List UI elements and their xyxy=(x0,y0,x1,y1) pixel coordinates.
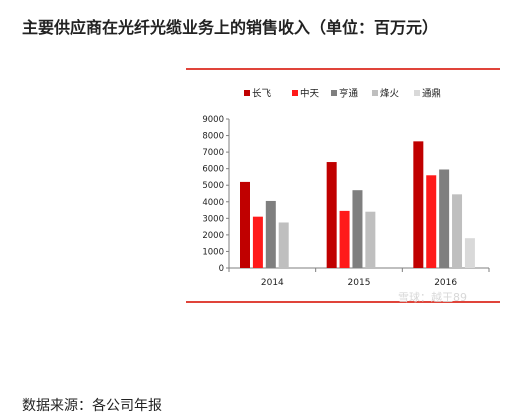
x-tick-label-2014: 2014 xyxy=(261,278,284,288)
bar-2014-中天 xyxy=(252,216,263,268)
x-axis: 2014 2015 2016 xyxy=(228,267,490,288)
legend-label-3: 亨通 xyxy=(339,88,359,100)
legend-label-2: 中天 xyxy=(300,88,320,100)
bar-2016-通鼎 xyxy=(464,238,475,268)
legend-swatch-3 xyxy=(331,90,337,96)
y-tick-label-5000: 5000 xyxy=(202,181,224,191)
legend-label-4: 烽火 xyxy=(380,88,400,100)
x-tick-label-2016: 2016 xyxy=(434,278,457,288)
legend-swatch-4 xyxy=(372,90,378,96)
bottom-rule xyxy=(186,301,500,303)
bar-chart: 长飞 中天 亨通 烽火 通鼎 0 1000 2000 3000 4000 5000 6000 7000… xyxy=(202,88,490,288)
bar-2016-亨通 xyxy=(439,169,450,268)
bar-2015-亨通 xyxy=(352,190,363,268)
bar-2016-中天 xyxy=(426,175,437,268)
source-note: 数据来源：各公司年报 xyxy=(22,398,162,414)
y-tick-label-2000: 2000 xyxy=(202,231,224,241)
top-rule xyxy=(186,68,500,70)
legend-label-1: 长飞 xyxy=(252,88,272,100)
y-tick-label-6000: 6000 xyxy=(202,165,224,175)
legend-swatch-5 xyxy=(414,90,420,96)
bar-2014-长飞 xyxy=(240,181,250,268)
y-axis: 0 1000 2000 3000 4000 5000 6000 7000 8000 9000 xyxy=(202,115,230,274)
bar-2016-烽火 xyxy=(452,194,463,268)
bar-2015-中天 xyxy=(339,210,350,268)
legend-swatch-2 xyxy=(292,90,298,96)
legend-label-5: 通鼎 xyxy=(422,89,441,100)
y-tick-label-7000: 7000 xyxy=(202,148,224,158)
watermark: 雪球：越王89 xyxy=(398,291,467,304)
y-tick-label-1000: 1000 xyxy=(202,247,224,257)
y-tick-label-4000: 4000 xyxy=(202,198,224,208)
legend: 长飞 中天 亨通 烽火 通鼎 xyxy=(244,88,441,100)
bar-2014-烽火 xyxy=(278,222,289,268)
legend-swatch-1 xyxy=(244,90,250,96)
y-tick-label-3000: 3000 xyxy=(202,214,224,224)
y-tick-label-0: 0 xyxy=(219,264,224,274)
bar-2015-烽火 xyxy=(365,211,376,268)
y-tick-label-8000: 8000 xyxy=(202,132,224,142)
bar-2016-长飞 xyxy=(413,141,424,268)
bar-2014-亨通 xyxy=(265,200,276,268)
bars xyxy=(240,141,475,268)
bar-2015-长飞 xyxy=(326,162,337,268)
x-tick-label-2015: 2015 xyxy=(348,278,371,288)
y-tick-label-9000: 9000 xyxy=(202,115,224,125)
page-title: 主要供应商在光纤光缆业务上的销售收入（单位：百万元） xyxy=(22,18,439,37)
